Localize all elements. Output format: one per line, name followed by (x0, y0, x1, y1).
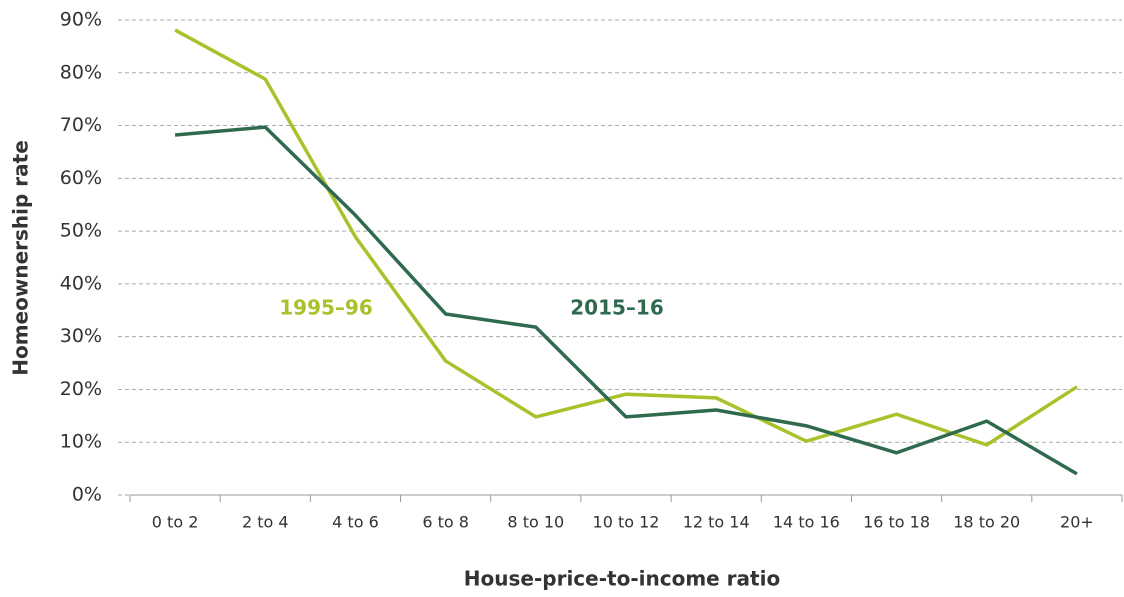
series-label: 1995–96 (279, 296, 373, 320)
x-tick-label: 10 to 12 (593, 513, 660, 532)
y-tick-label: 20% (60, 378, 102, 400)
series-line (174, 125, 1078, 476)
x-tick-label: 6 to 8 (422, 513, 469, 532)
series-line (174, 28, 1078, 447)
y-tick-label: 80% (60, 61, 102, 83)
x-tick-label: 14 to 16 (773, 513, 840, 532)
x-tick-label: 18 to 20 (953, 513, 1020, 532)
y-tick-label: 60% (60, 167, 102, 189)
y-tick-label: 90% (60, 9, 102, 31)
x-tick-label: 16 to 18 (863, 513, 930, 532)
x-tick-label: 4 to 6 (332, 513, 379, 532)
series-label: 2015–16 (570, 296, 664, 320)
y-tick-label: 70% (60, 114, 102, 136)
x-axis-title: House-price-to-income ratio (464, 567, 780, 591)
y-tick-label: 30% (60, 325, 102, 347)
x-tick-label: 2 to 4 (242, 513, 289, 532)
y-tick-label: 50% (60, 220, 102, 242)
y-tick-label: 0% (72, 484, 102, 506)
x-tick-label: 12 to 14 (683, 513, 750, 532)
x-tick-label: 8 to 10 (507, 513, 564, 532)
x-tick-label: 20+ (1060, 513, 1094, 532)
y-axis-title: Homeownership rate (9, 140, 33, 376)
y-tick-label: 40% (60, 272, 102, 294)
x-tick-label: 0 to 2 (152, 513, 199, 532)
y-tick-label: 10% (60, 431, 102, 453)
